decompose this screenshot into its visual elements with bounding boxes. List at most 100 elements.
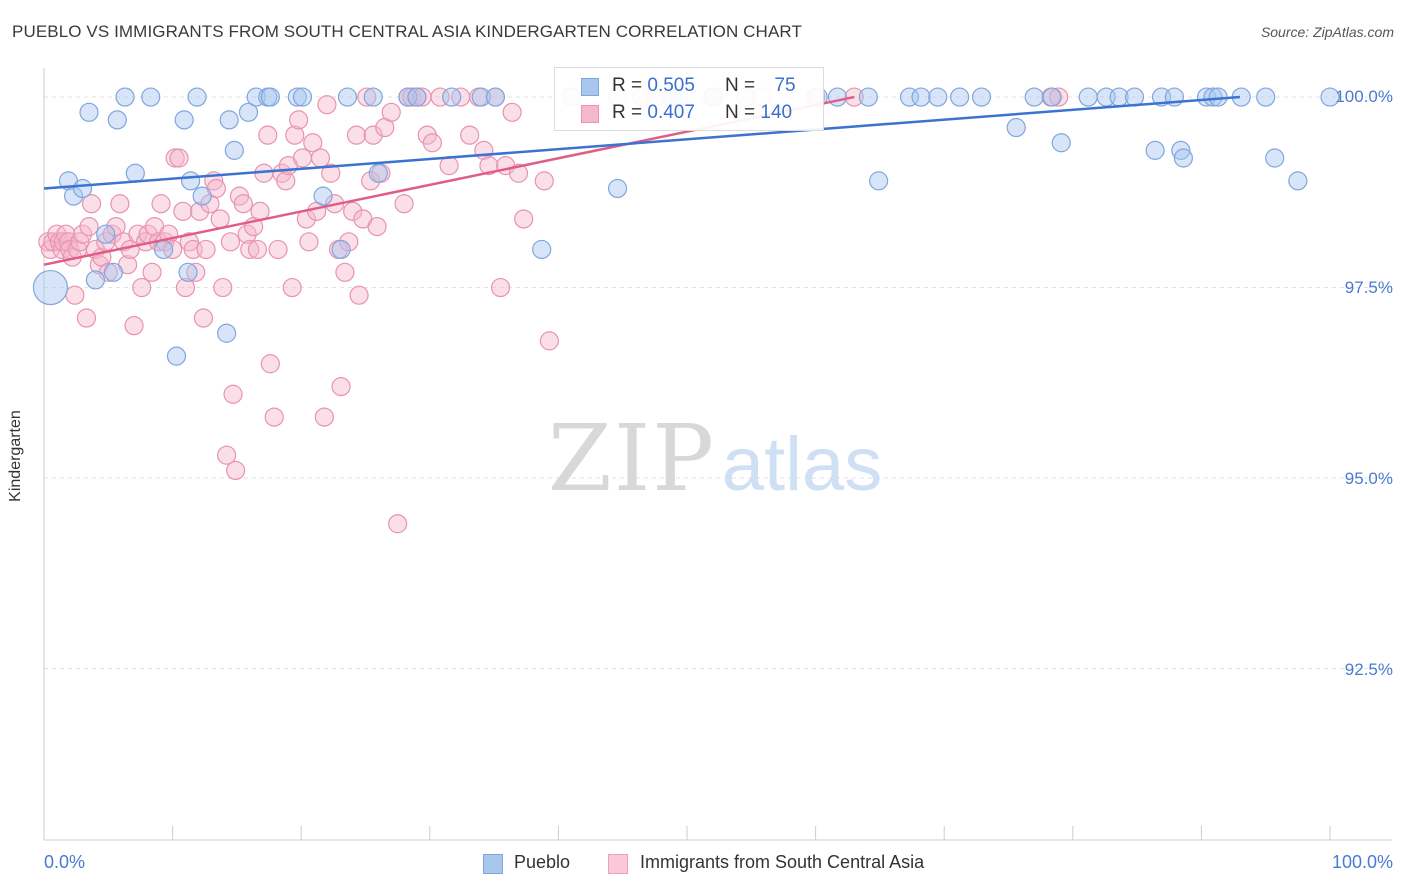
pink-point [479,156,499,176]
watermark-atlas: atlas [722,422,883,507]
blue-point [287,87,307,107]
pink-point [335,262,355,282]
pink-point [128,224,148,244]
pink-point [52,239,72,260]
pink-point [514,209,534,229]
blue-point [1051,133,1071,153]
watermark-zip: ZIP [548,405,716,512]
blue-point [141,87,161,107]
pink-point [79,216,99,237]
pink-point [268,239,288,260]
pink-point [430,87,450,107]
pink-point [361,171,381,191]
blue-point [331,239,351,260]
pink-point [196,239,216,260]
blue-point [827,87,848,107]
legend-row-immigrants: R = 0.407 N = 140 [555,102,823,128]
pink-point [70,232,90,252]
pink-point [339,232,359,252]
pink-point [422,133,442,153]
blue-point [471,87,491,107]
pink-point [247,239,268,260]
legend-r-blue: R = 0.505 [612,75,695,97]
pink-point [310,148,331,168]
blue-point [858,87,878,107]
blue-point [607,178,628,199]
blue-point [174,110,194,130]
pink-point [124,316,144,336]
pink-point [175,277,196,298]
blue-point [1256,87,1276,107]
legend-n-label: N = [725,75,761,96]
pink-point [258,125,278,145]
legend-r-value: 0.407 [647,102,695,123]
blue-point [1171,140,1191,160]
pink-point [346,125,367,145]
legend-n-label: N = [725,102,761,123]
pink-point [367,216,387,237]
source-label: Source: ZipAtlas.com [1260,24,1394,40]
blue-point [153,239,174,260]
blue-point [192,186,212,206]
x-tick-max: 100.0% [1331,852,1393,872]
blue-point [1320,87,1340,107]
legend-item-pueblo[interactable]: Pueblo [483,852,571,874]
blue-point [368,163,388,183]
pueblo-swatch [483,854,503,874]
pink-point [132,277,152,298]
pink-point [317,95,337,115]
blue-point [313,186,333,206]
blue-point [869,171,889,191]
blue-point [363,87,383,107]
pink-point [282,277,302,298]
blue-point [442,87,462,107]
blue-point [1006,117,1026,138]
legend-swatch-blue [581,78,599,96]
immigrants-swatch [608,854,628,874]
legend-n-value: 140 [760,102,793,123]
legend-n-value: 75 [774,75,796,96]
blue-point [178,262,198,282]
pink-point [223,384,243,404]
pueblo-label: Pueblo [514,852,571,872]
y-tick-97-5: 97.5% [1344,278,1393,297]
blue-point [72,178,93,199]
blue-point [1288,171,1308,191]
pink-point [276,171,296,191]
pink-point [381,102,401,122]
x-tick-min: 0.0% [44,852,86,872]
blue-point [928,87,948,107]
blue-point [181,171,201,191]
pink-point [260,354,280,374]
pink-point [299,232,319,252]
axes [43,68,1392,841]
blue-point [1024,87,1044,107]
blue-point [337,87,358,107]
pink-point [264,407,284,427]
blue-point [260,87,280,107]
legend-n-blue: N = 75 [725,75,796,97]
blue-point [911,87,931,107]
blue-point [79,102,99,122]
y-axis-title: Kindergarten [7,410,24,502]
blue-point [1265,148,1285,168]
stats-legend: R = 0.505 N = 75 R = 0.407 N = 140 [554,67,824,131]
pink-point [240,239,260,260]
blue-point [115,87,135,107]
blue-point [217,323,237,343]
blue-point [32,269,69,306]
gridlines [44,96,1392,670]
pink-point [151,194,171,214]
pink-point [331,377,351,397]
pink-point [303,133,323,153]
immigrants-label: Immigrants from South Central Asia [640,852,925,872]
legend-item-immigrants[interactable]: Immigrants from South Central Asia [608,852,925,874]
blue-point [1078,87,1098,107]
blue-point [1042,87,1062,107]
pink-point [539,331,559,351]
blue-point [103,262,124,282]
blue-point [407,87,427,107]
pink-point [65,285,85,305]
legend-swatch-pink [581,105,599,123]
pink-point [210,209,230,229]
